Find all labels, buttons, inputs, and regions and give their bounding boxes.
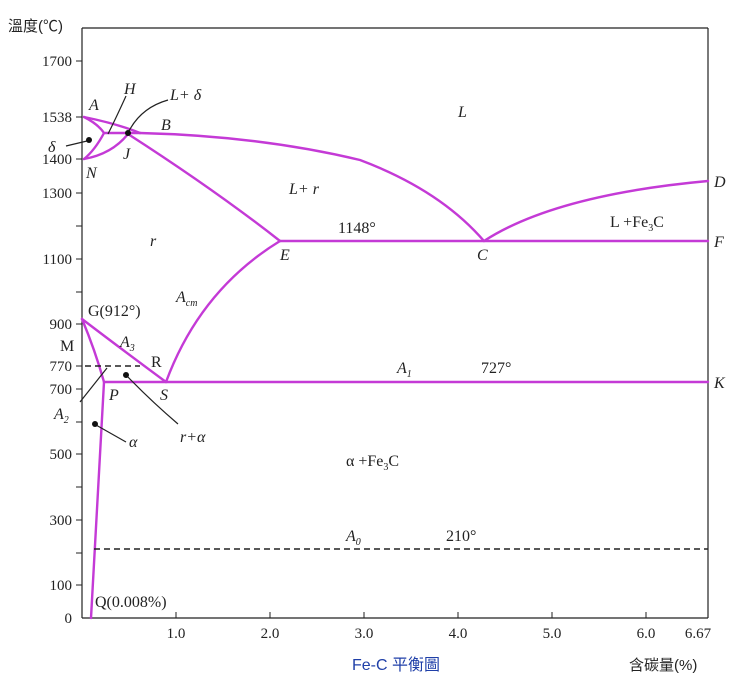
- region-alpha-fe3c: α +Fe3C: [346, 453, 399, 473]
- point-label-p: P: [108, 387, 119, 404]
- region-l-fe3c-main: L +Fe: [610, 214, 648, 231]
- delta-leader: [65, 140, 88, 147]
- region-r: r: [150, 233, 157, 250]
- line-NJ: [82, 132, 130, 161]
- label-a2-main: A: [53, 406, 64, 423]
- axes: 溫度(℃) 含碳量(%) 1700 1538 1400 1300 1100 90…: [8, 18, 712, 674]
- point-label-b: B: [161, 117, 171, 134]
- x-tick-label-5: 5.0: [543, 626, 562, 642]
- x-axis-title: 含碳量(%): [629, 657, 697, 674]
- label-acm-sub: cm: [186, 298, 198, 309]
- liquidus-CD: [482, 179, 710, 243]
- diagram-caption: Fe-C 平衡圖: [352, 656, 440, 674]
- label-a1: A1: [396, 360, 412, 380]
- label-r-alpha: r+α: [180, 429, 206, 446]
- label-a3: A3: [119, 334, 135, 354]
- line-HN: [82, 131, 106, 161]
- point-label-h: H: [123, 81, 137, 98]
- h-leader: [107, 95, 127, 135]
- r-alpha-leader: [126, 375, 179, 425]
- liquidus-AB: [82, 115, 142, 135]
- l-delta-leader: [127, 99, 169, 134]
- region-l: L: [457, 104, 467, 121]
- a2-leader: [79, 367, 108, 403]
- delta-dot: [86, 137, 92, 143]
- alpha-dot: [92, 421, 98, 427]
- point-label-n: N: [85, 165, 98, 182]
- label-alpha: α: [129, 434, 138, 451]
- region-l-fe3c-end: C: [653, 214, 664, 231]
- point-label-a: A: [88, 97, 99, 114]
- x-tick-label-2: 2.0: [261, 626, 280, 642]
- point-label-s: S: [160, 387, 168, 404]
- region-labels: L L+ r r L +Fe3C α +Fe3C: [150, 104, 664, 473]
- temp-210: 210°: [446, 528, 476, 545]
- point-label-d: D: [713, 174, 726, 191]
- solvus-PQ: [89, 380, 106, 620]
- phase-lines: [80, 115, 710, 620]
- point-label-f: F: [713, 234, 724, 251]
- label-a3-sub: 3: [129, 343, 135, 354]
- label-a0-main: A: [345, 528, 356, 545]
- temp-1148: 1148°: [338, 220, 376, 237]
- annotations: L+ δ δ r+α α Acm A3 A2 A1 A0 1148° 727° …: [48, 87, 511, 548]
- label-a0-sub: 0: [356, 537, 361, 548]
- label-a2-sub: 2: [64, 415, 69, 426]
- y-tick-label-100: 100: [50, 578, 73, 594]
- label-a3-main: A: [119, 334, 130, 351]
- solidus-JE: [126, 132, 282, 243]
- label-a1-sub: 1: [407, 369, 412, 380]
- region-alpha-fe3c-sub: 3: [383, 462, 388, 473]
- x-tick-label-3: 3.0: [355, 626, 374, 642]
- point-label-q: Q(0.008%): [95, 594, 167, 611]
- y-tick-label-1400: 1400: [42, 152, 72, 168]
- y-axis-title: 溫度(℃): [8, 18, 63, 35]
- region-alpha-fe3c-main: α +Fe: [346, 453, 383, 470]
- solidus-AH: [82, 115, 106, 135]
- region-l-r: L+ r: [288, 181, 320, 198]
- alpha-leader: [95, 424, 127, 443]
- y-tick-label-770: 770: [50, 359, 73, 375]
- point-label-r: R: [151, 354, 162, 371]
- y-tick-label-0: 0: [65, 611, 73, 627]
- point-label-e: E: [279, 247, 290, 264]
- r-alpha-dot: [123, 372, 129, 378]
- y-tick-label-700: 700: [50, 382, 73, 398]
- region-l-fe3c-sub: 3: [648, 223, 653, 234]
- a3-line-GS: [80, 317, 168, 384]
- label-delta: δ: [48, 139, 56, 156]
- label-a1-main: A: [396, 360, 407, 377]
- point-label-g: G(912°): [88, 303, 141, 320]
- liquidus-BC: [138, 131, 486, 243]
- label-l-delta: L+ δ: [169, 87, 202, 104]
- label-a0: A0: [345, 528, 361, 548]
- y-tick-label-1538: 1538: [42, 110, 72, 126]
- temp-727: 727°: [481, 360, 511, 377]
- point-label-j: J: [123, 146, 131, 163]
- leaders: [65, 95, 179, 443]
- acm-line-ES: [164, 239, 282, 384]
- x-tick-label-1: 1.0: [167, 626, 186, 642]
- y-tick-label-1700: 1700: [42, 54, 72, 70]
- point-label-k: K: [713, 375, 726, 392]
- x-tick-label-6: 6.0: [637, 626, 656, 642]
- region-l-fe3c: L +Fe3C: [610, 214, 664, 234]
- label-acm: Acm: [175, 289, 197, 309]
- y-tick-label-1300: 1300: [42, 186, 72, 202]
- line-GP: [80, 317, 106, 384]
- point-label-c: C: [477, 247, 488, 264]
- x-tick-label-4: 4.0: [449, 626, 468, 642]
- y-tick-label-300: 300: [50, 513, 73, 529]
- y-tick-label-1100: 1100: [43, 252, 72, 268]
- label-acm-main: A: [175, 289, 186, 306]
- y-tick-label-900: 900: [50, 317, 73, 333]
- point-labels: A H B J N E C D F K S P R M G(912°) Q(0.…: [60, 81, 726, 611]
- point-label-m: M: [60, 338, 74, 355]
- y-tick-label-500: 500: [50, 447, 73, 463]
- l-delta-dot: [125, 130, 131, 136]
- label-a2: A2: [53, 406, 69, 426]
- x-tick-label-6-67: 6.67: [685, 626, 712, 642]
- region-alpha-fe3c-end: C: [388, 453, 399, 470]
